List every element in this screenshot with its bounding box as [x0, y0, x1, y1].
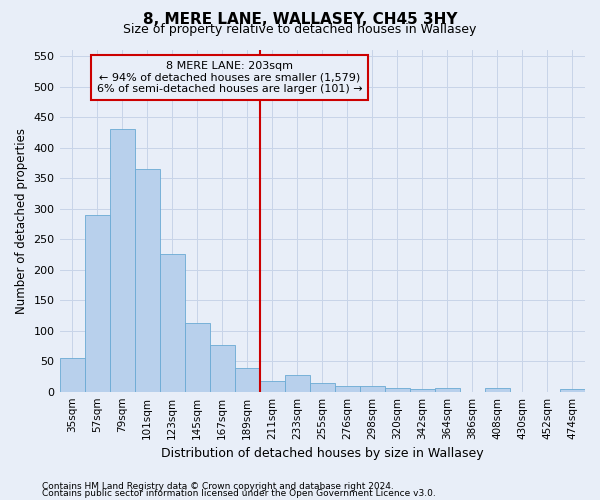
Text: 8, MERE LANE, WALLASEY, CH45 3HY: 8, MERE LANE, WALLASEY, CH45 3HY — [143, 12, 457, 28]
Bar — [410, 389, 435, 392]
Text: Size of property relative to detached houses in Wallasey: Size of property relative to detached ho… — [124, 24, 476, 36]
Bar — [285, 375, 310, 392]
Bar — [435, 388, 460, 392]
Bar — [134, 169, 160, 392]
Text: Contains HM Land Registry data © Crown copyright and database right 2024.: Contains HM Land Registry data © Crown c… — [42, 482, 394, 491]
Text: Contains public sector information licensed under the Open Government Licence v3: Contains public sector information licen… — [42, 490, 436, 498]
Bar — [160, 254, 185, 392]
Bar — [385, 388, 410, 392]
Bar — [360, 386, 385, 392]
Bar — [335, 386, 360, 392]
Text: 8 MERE LANE: 203sqm
← 94% of detached houses are smaller (1,579)
6% of semi-deta: 8 MERE LANE: 203sqm ← 94% of detached ho… — [97, 61, 362, 94]
Bar — [185, 322, 209, 392]
Bar — [260, 382, 285, 392]
Bar — [235, 368, 260, 392]
Bar — [110, 130, 134, 392]
X-axis label: Distribution of detached houses by size in Wallasey: Distribution of detached houses by size … — [161, 447, 484, 460]
Y-axis label: Number of detached properties: Number of detached properties — [15, 128, 28, 314]
Bar — [485, 388, 510, 392]
Bar — [209, 344, 235, 392]
Bar — [59, 358, 85, 392]
Bar — [310, 382, 335, 392]
Bar — [85, 214, 110, 392]
Bar — [560, 389, 585, 392]
